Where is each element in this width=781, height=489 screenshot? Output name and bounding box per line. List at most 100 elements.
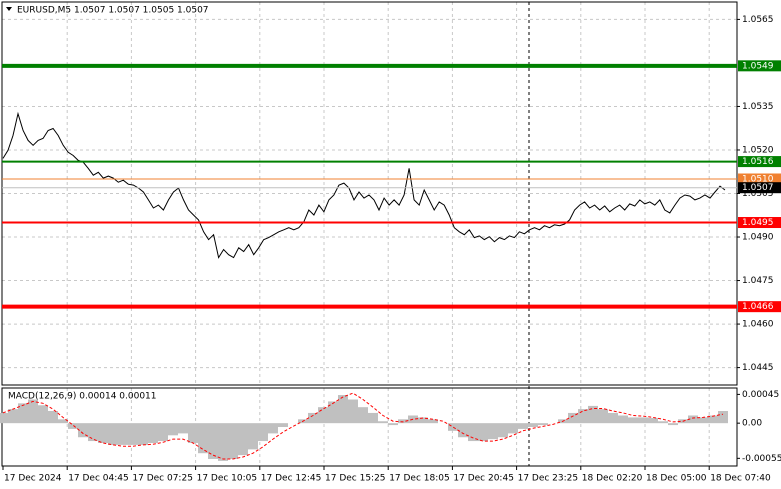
level-label: 1.0495	[742, 218, 774, 228]
macd-bar	[588, 405, 598, 424]
macd-bar	[158, 423, 168, 442]
macd-bar	[638, 417, 648, 424]
macd-bar	[528, 423, 538, 427]
x-tick-label: 17 Dec 10:05	[197, 474, 258, 484]
macd-bar	[328, 401, 338, 424]
macd-bar	[168, 423, 178, 436]
level-label-box	[738, 217, 781, 229]
x-tick-label: 17 Dec 23:25	[518, 474, 579, 484]
labels: 17 Dec 2024 17 Dec 04:45 17 Dec 07:25 17 De…	[2, 15, 781, 484]
macd-bar	[538, 423, 548, 426]
macd-bar	[458, 423, 468, 438]
macd-bar	[598, 409, 608, 424]
macd-bar	[468, 423, 478, 442]
macd-bar	[108, 423, 118, 445]
macd-bar	[78, 423, 88, 438]
macd-bar	[478, 423, 488, 442]
level-label-box	[738, 182, 781, 194]
y-tick-label: -0.00055	[742, 454, 781, 464]
macd-bar	[358, 407, 368, 424]
macd-bar	[628, 417, 638, 424]
x-tick-label: 18 Dec 05:00	[646, 474, 707, 484]
x-tick-label: 17 Dec 2024	[4, 474, 62, 484]
macd-bar	[208, 423, 218, 459]
plots	[0, 63, 737, 461]
macd-bar	[568, 412, 578, 424]
macd-bar	[448, 423, 458, 431]
macd-bar	[338, 395, 348, 424]
macd-bar	[18, 403, 28, 424]
macd-bar	[68, 423, 78, 429]
x-tick-label: 17 Dec 20:45	[453, 474, 514, 484]
macd-bar	[218, 423, 228, 461]
macd-bar	[688, 415, 698, 424]
y-tick-label: 0.00045	[742, 390, 779, 400]
macd-bar	[118, 423, 128, 445]
x-tick-label: 17 Dec 12:45	[261, 474, 322, 484]
macd-bar	[398, 419, 408, 424]
macd-bar	[498, 423, 508, 438]
macd-bar	[578, 409, 588, 424]
y-tick-label: 1.0505	[742, 189, 774, 199]
macd-panel	[1, 387, 738, 467]
macd-bar	[128, 423, 138, 445]
y-tick-label: 1.0490	[742, 233, 774, 243]
signal-line	[2, 392, 724, 460]
macd-bar	[8, 409, 18, 424]
x-tick-label: 18 Dec 02:20	[582, 474, 643, 484]
x-tick-label: 18 Dec 07:40	[710, 474, 771, 484]
macd-bar	[348, 399, 358, 424]
macd-bar	[248, 423, 258, 450]
macd-bar	[238, 423, 248, 456]
macd-bar	[508, 423, 518, 434]
macd-bar	[388, 423, 398, 426]
y-tick-label: 1.0475	[742, 276, 774, 286]
x-tick-label: 17 Dec 04:45	[68, 474, 129, 484]
macd-bar	[38, 405, 48, 424]
y-tick-label: 1.0520	[742, 145, 774, 155]
level-label: 1.0549	[742, 61, 774, 71]
macd-bar	[268, 423, 278, 434]
macd-bar	[518, 423, 528, 429]
macd-bar	[488, 423, 498, 440]
macd-bar	[668, 423, 678, 426]
chart-title: EURUSD,M5 1.0507 1.0507 1.0505 1.0507	[17, 6, 209, 16]
y-tick-label: 0.00	[742, 419, 762, 429]
macd-bar	[608, 412, 618, 424]
macd-bar	[258, 423, 268, 442]
macd-bar	[48, 411, 58, 424]
macd-bar	[708, 415, 718, 424]
macd-bar	[618, 415, 628, 424]
macd-bar	[718, 411, 728, 424]
y-tick-label: 1.0445	[742, 363, 774, 373]
level-label-box	[738, 301, 781, 313]
grid	[2, 2, 737, 466]
level-label-box	[738, 173, 781, 185]
price-line	[2, 111, 726, 259]
level-label-box	[738, 156, 781, 168]
macd-bar	[88, 423, 98, 442]
macd-bar	[378, 421, 388, 424]
y-tick-label: 1.0460	[742, 320, 774, 330]
y-tick-label: 1.0565	[742, 15, 774, 25]
x-tick-label: 17 Dec 07:25	[132, 474, 193, 484]
macd-bar	[368, 412, 378, 424]
menu-arrow	[6, 7, 12, 11]
macd-bar	[318, 407, 328, 424]
macd-bar	[648, 418, 658, 424]
macd-bar	[658, 421, 668, 424]
macd-bar	[698, 417, 708, 424]
macd-bar	[308, 412, 318, 424]
macd-bar	[0, 412, 8, 424]
macd-bar	[278, 423, 288, 427]
level-label: 1.0507	[742, 183, 774, 193]
macd-bar	[178, 423, 188, 434]
macd-bar	[148, 423, 158, 443]
macd-bar	[428, 419, 438, 424]
x-tick-label: 17 Dec 18:05	[389, 474, 450, 484]
x-tick-label: 17 Dec 15:25	[325, 474, 386, 484]
macd-bar	[98, 423, 108, 443]
macd-bar	[418, 417, 428, 424]
